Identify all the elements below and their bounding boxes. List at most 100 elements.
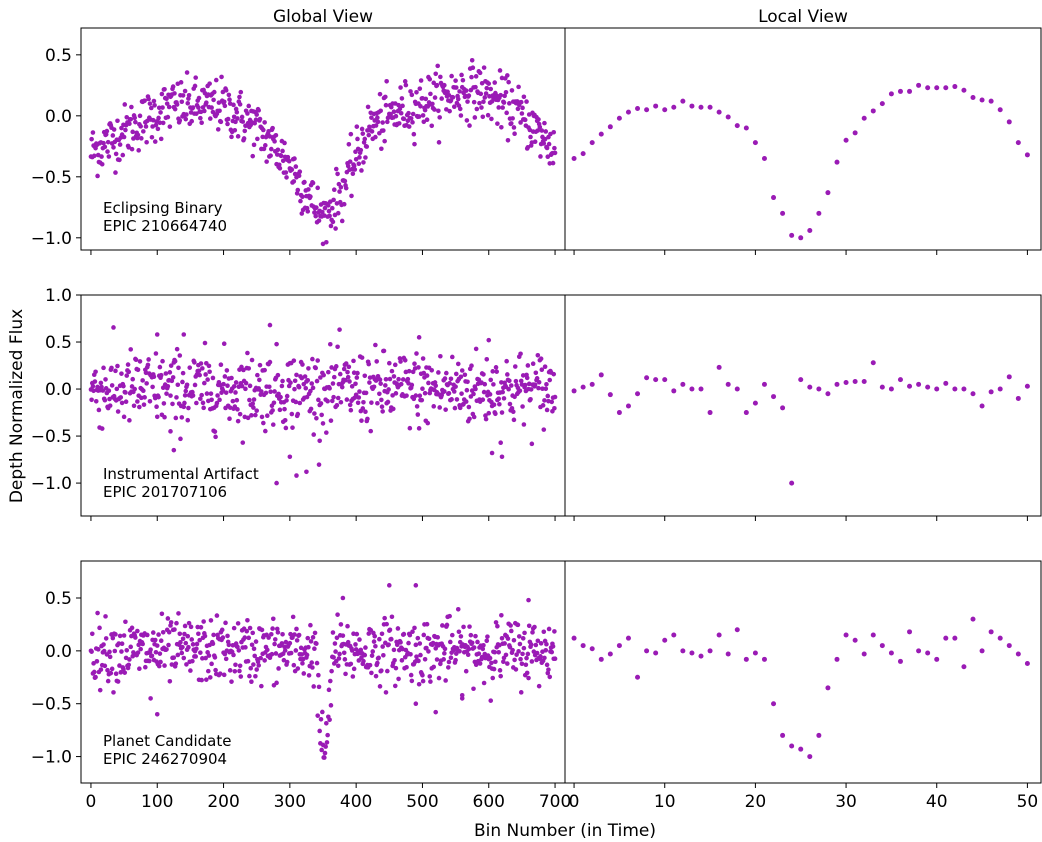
global-data-point	[105, 139, 111, 145]
global-data-point	[178, 640, 183, 645]
global-data-point	[153, 122, 159, 128]
global-data-point	[186, 620, 192, 626]
global-data-point	[471, 99, 477, 105]
global-data-point	[306, 673, 312, 678]
global-data-point	[227, 97, 232, 102]
global-data-point	[491, 402, 497, 408]
global-data-point	[334, 402, 340, 408]
global-data-point	[276, 666, 281, 671]
global-data-point	[414, 404, 420, 409]
global-data-point	[407, 425, 413, 431]
local-data-point	[1015, 395, 1021, 401]
global-data-point	[204, 391, 210, 396]
global-data-point	[280, 148, 285, 154]
local-data-point	[671, 388, 677, 394]
global-data-point	[496, 649, 501, 655]
global-data-point	[388, 104, 394, 110]
global-data-point	[258, 655, 263, 661]
global-data-point	[526, 597, 531, 603]
global-data-point	[251, 662, 256, 667]
global-data-point	[282, 418, 288, 423]
global-data-point	[328, 223, 334, 229]
global-data-point	[426, 649, 431, 654]
global-data-point	[355, 370, 360, 376]
global-data-point	[125, 362, 131, 367]
global-data-point	[221, 341, 227, 347]
global-data-point	[292, 386, 297, 392]
global-data-point	[250, 630, 256, 636]
global-data-point	[351, 370, 357, 376]
global-data-point	[349, 384, 355, 389]
global-data-point	[113, 151, 119, 157]
global-data-point	[175, 382, 181, 388]
global-data-point	[547, 161, 553, 166]
global-data-point	[316, 684, 322, 690]
global-data-point	[375, 400, 380, 406]
global-data-point	[93, 674, 98, 680]
global-data-point	[318, 716, 324, 722]
global-data-point	[123, 390, 128, 395]
global-data-point	[483, 416, 489, 422]
global-data-point	[198, 115, 203, 121]
global-data-point	[337, 189, 342, 194]
global-data-point	[506, 79, 511, 85]
global-data-point	[369, 115, 374, 120]
global-data-point	[207, 81, 212, 86]
global-data-point	[257, 362, 263, 368]
global-data-point	[262, 367, 267, 373]
local-data-point	[752, 400, 758, 406]
local-data-point	[589, 140, 595, 146]
global-data-point	[379, 397, 384, 403]
global-data-point	[242, 128, 248, 134]
global-data-point	[532, 624, 537, 630]
global-data-point	[434, 82, 440, 88]
global-data-point	[329, 205, 335, 211]
global-data-point	[161, 401, 167, 406]
local-data-point	[961, 664, 967, 670]
global-data-point	[406, 110, 411, 116]
global-data-point	[205, 668, 211, 674]
global-data-point	[294, 638, 300, 643]
global-data-point	[517, 388, 523, 394]
global-data-point	[225, 383, 230, 389]
y-tick-label: −0.5	[31, 695, 72, 715]
global-data-point	[101, 642, 106, 647]
global-data-point	[469, 363, 474, 368]
global-data-point	[139, 136, 144, 141]
global-data-point	[400, 377, 406, 382]
global-data-point	[274, 626, 280, 632]
global-data-point	[121, 134, 127, 140]
global-data-point	[192, 382, 198, 388]
global-data-point	[204, 100, 209, 105]
global-data-point	[127, 418, 132, 423]
global-data-point	[400, 103, 405, 109]
global-data-point	[201, 405, 206, 411]
global-data-point	[369, 653, 375, 658]
global-data-point	[136, 148, 141, 153]
global-data-point	[519, 661, 525, 667]
global-data-point	[524, 670, 530, 676]
global-data-point	[136, 642, 141, 648]
local-data-point	[798, 235, 804, 241]
global-data-point	[349, 648, 355, 653]
global-data-point	[431, 80, 437, 86]
y-tick-label: −1.0	[31, 474, 72, 494]
global-data-point	[318, 375, 323, 380]
global-data-point	[318, 401, 324, 406]
global-data-point	[402, 79, 408, 84]
global-data-point	[113, 632, 118, 637]
global-data-point	[268, 153, 273, 158]
global-data-point	[208, 618, 214, 623]
global-data-point	[233, 380, 239, 385]
global-data-point	[447, 108, 452, 114]
global-data-point	[330, 630, 336, 635]
global-data-point	[196, 368, 202, 374]
global-data-point	[364, 144, 370, 149]
global-data-point	[288, 631, 293, 637]
global-data-point	[377, 636, 382, 642]
x-tick-label: 300	[274, 792, 306, 812]
y-tick-label: 0.5	[45, 589, 72, 609]
global-data-point	[250, 153, 256, 159]
local-data-point	[725, 114, 731, 120]
